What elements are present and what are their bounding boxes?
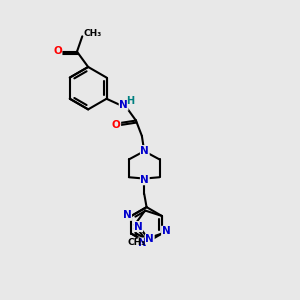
Text: CH₃: CH₃ (83, 29, 102, 38)
Text: O: O (112, 120, 121, 130)
Text: N: N (140, 175, 149, 185)
Text: N: N (146, 234, 154, 244)
Text: N: N (162, 226, 170, 236)
Text: N: N (123, 210, 131, 220)
Text: N: N (140, 146, 149, 156)
Text: N: N (138, 238, 147, 248)
Text: N: N (134, 222, 142, 232)
Text: H: H (126, 96, 134, 106)
Text: N: N (119, 100, 128, 110)
Text: CH₃: CH₃ (128, 238, 146, 247)
Text: O: O (53, 46, 62, 56)
